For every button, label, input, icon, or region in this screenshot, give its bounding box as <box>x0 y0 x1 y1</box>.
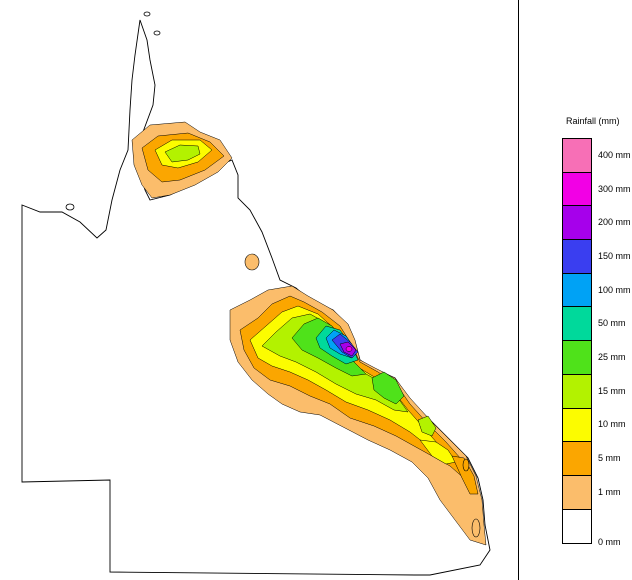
legend-tick-label: 200 mm <box>598 217 631 228</box>
legend-swatch <box>563 475 591 510</box>
legend-tick-label: 5 mm <box>598 453 621 464</box>
legend-swatch <box>563 374 591 409</box>
legend-title: Rainfall (mm) <box>566 116 620 126</box>
legend-color-bar <box>562 138 592 545</box>
rainfall-map <box>21 11 491 576</box>
legend-swatch <box>563 341 591 375</box>
legend-swatch <box>563 442 591 476</box>
island <box>462 458 470 472</box>
legend-swatch <box>563 206 591 241</box>
legend-tick-label: 0 mm <box>598 537 621 548</box>
rain-zone-25mm-coast <box>371 371 405 405</box>
legend-tick-label: 15 mm <box>598 385 626 396</box>
legend-swatch <box>563 139 591 173</box>
legend-swatch <box>563 273 591 308</box>
legend-tick-label: 300 mm <box>598 183 631 194</box>
legend-swatch <box>563 408 591 443</box>
legend-tick-label: 100 mm <box>598 284 631 295</box>
island <box>65 203 75 211</box>
legend-tick-label: 1 mm <box>598 486 621 497</box>
map-legend-divider <box>518 0 519 580</box>
legend-swatch <box>563 172 591 207</box>
rain-zone-15mm-coast <box>417 415 437 437</box>
legend-tick-label: 50 mm <box>598 318 626 329</box>
legend-swatch <box>563 307 591 342</box>
island <box>471 518 481 538</box>
legend-tick-label: 25 mm <box>598 352 626 363</box>
island <box>244 253 260 271</box>
rain-zone-300mm-central <box>345 346 353 352</box>
legend-tick-label: 400 mm <box>598 149 631 160</box>
rainfall-legend: Rainfall (mm) 0 mm 1 mm 5 mm 10 mm 15 mm 25 m… <box>530 0 632 580</box>
rain-zone-5mm-south <box>451 455 479 495</box>
island <box>143 11 151 17</box>
island <box>153 30 161 36</box>
legend-swatch <box>563 509 591 544</box>
rain-zone-15mm-north <box>164 144 201 163</box>
legend-tick-label: 150 mm <box>598 250 631 261</box>
legend-tick-label: 10 mm <box>598 419 626 430</box>
legend-swatch <box>563 240 591 274</box>
